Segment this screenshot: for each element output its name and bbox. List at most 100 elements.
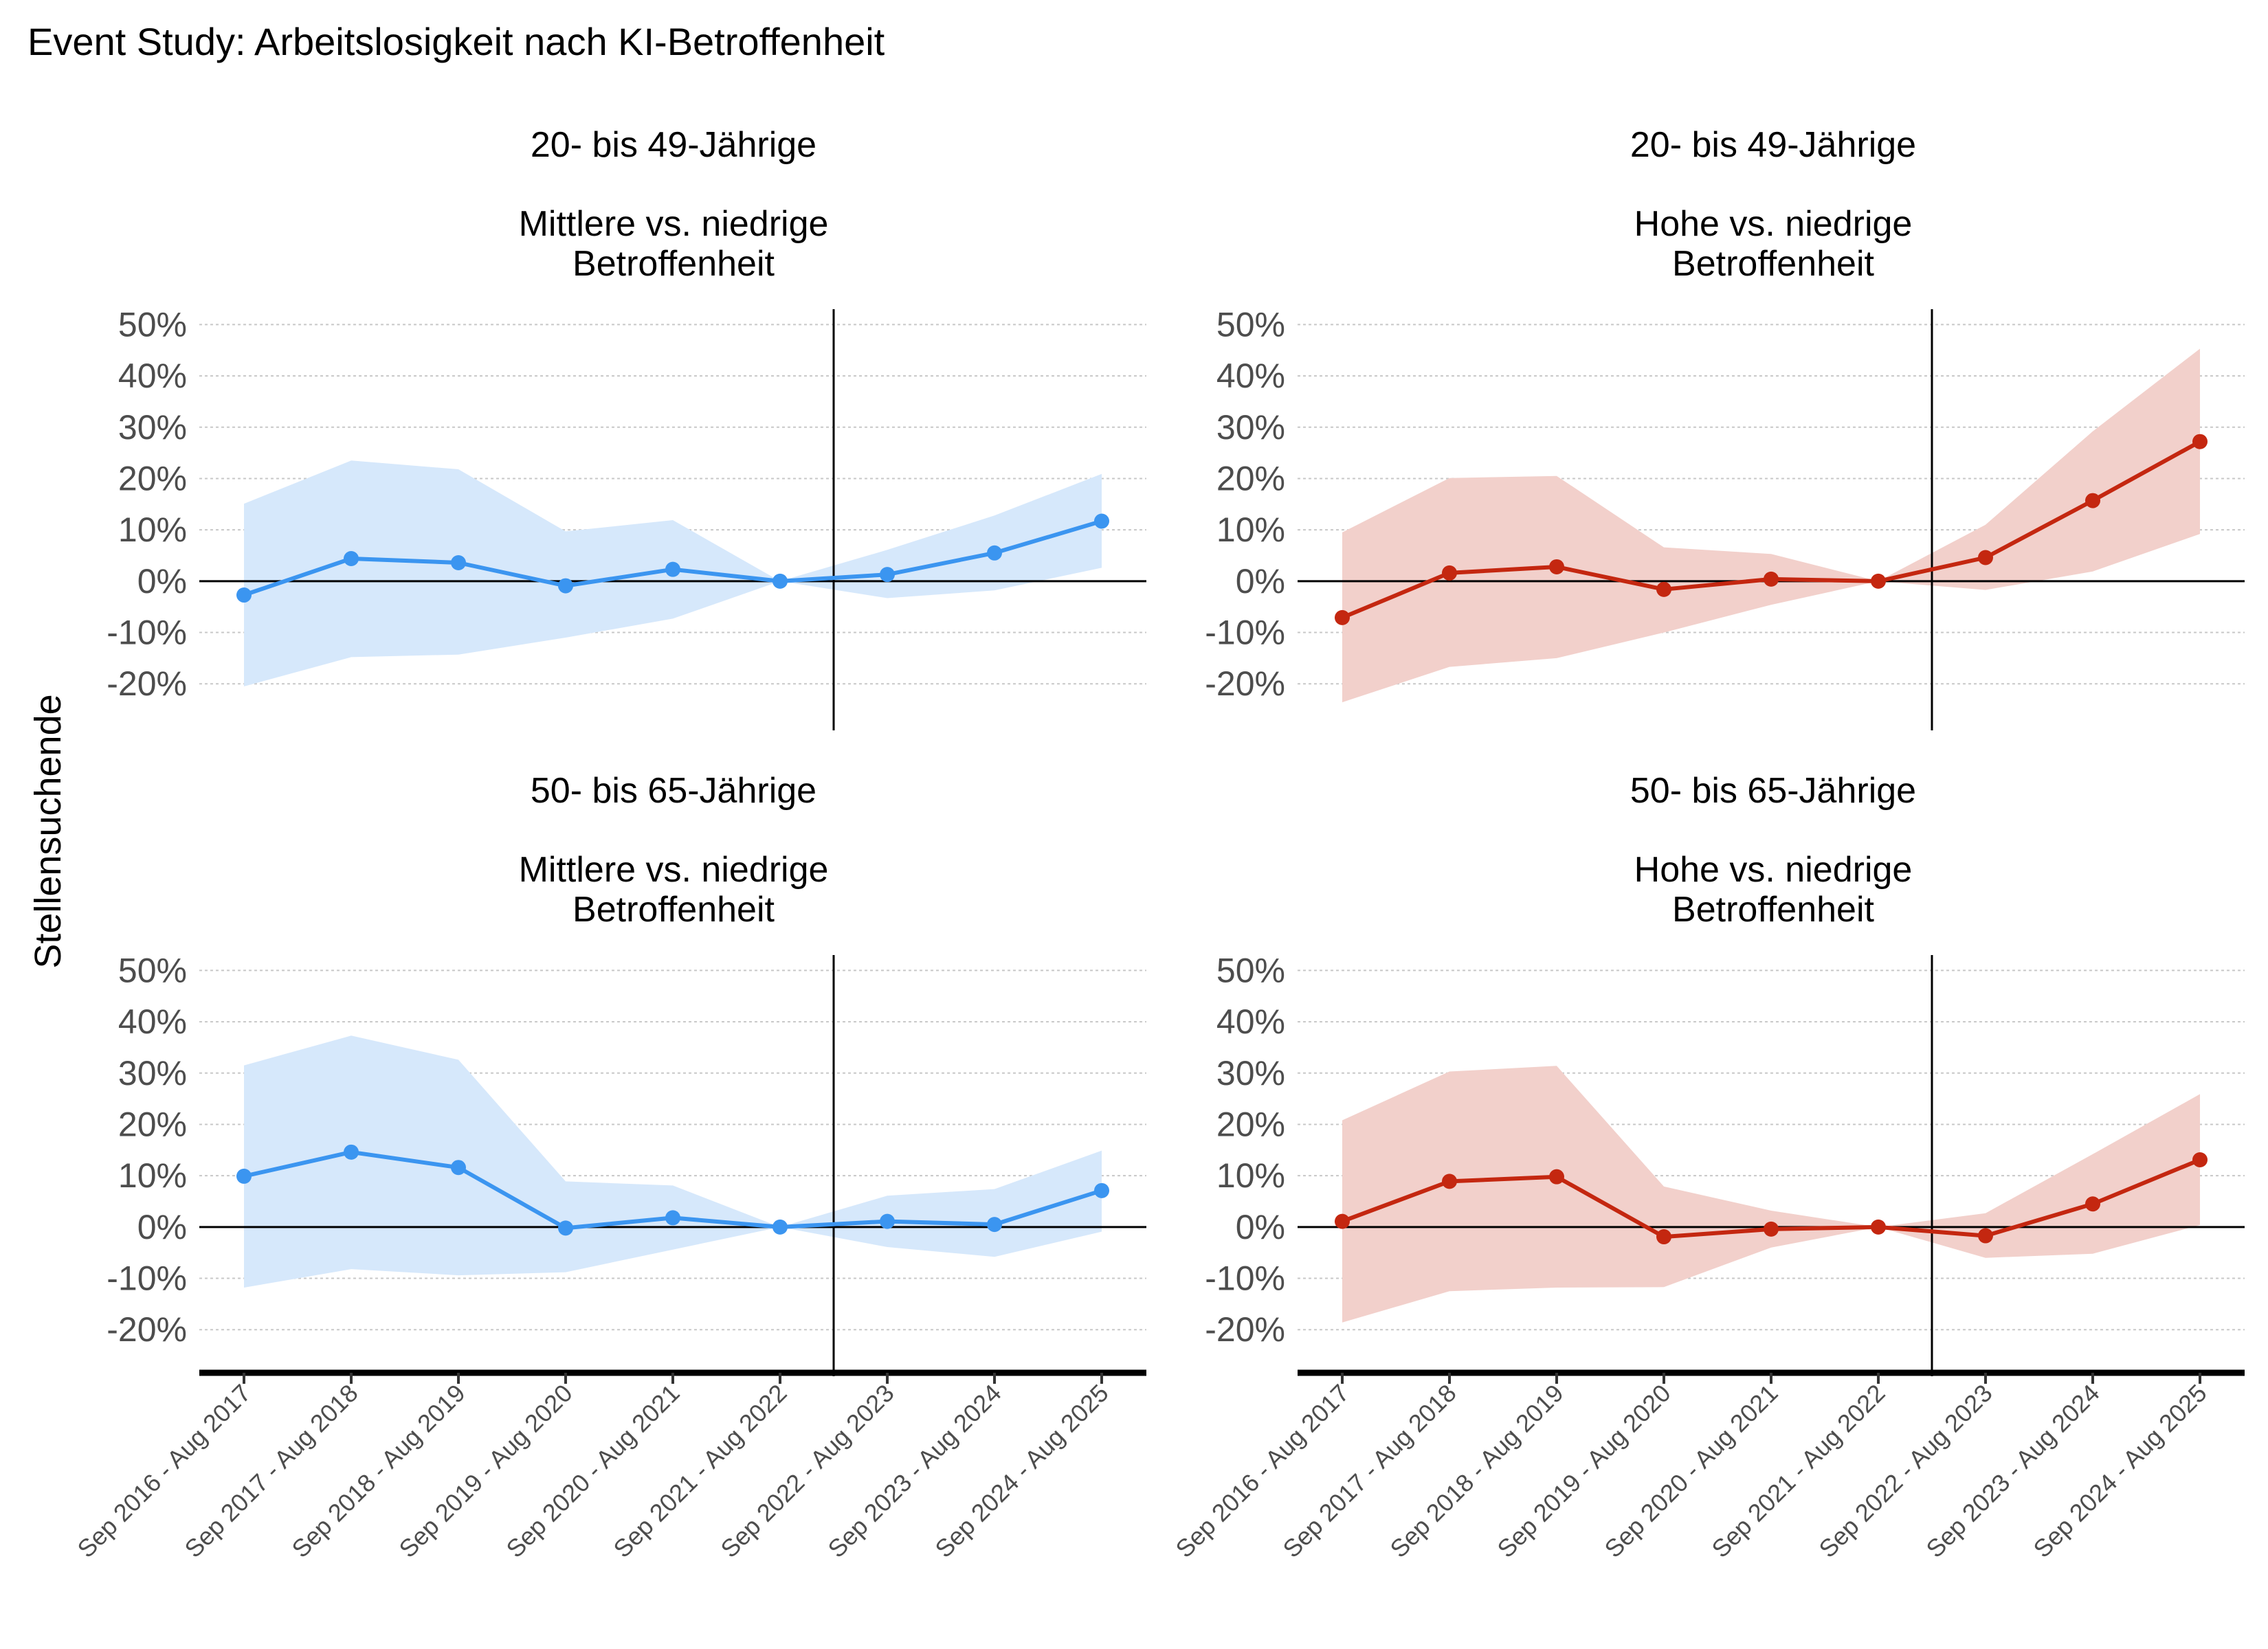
x-tick-label: Sep 2023 - Aug 2024 [1920,1379,2104,1563]
y-tick-label: 10% [1216,1156,1285,1195]
data-point [987,545,1002,561]
data-point [236,1168,252,1184]
y-axis-label: Stellensuchende [27,694,69,968]
data-point [1549,559,1564,574]
strip-bottom-line: Hohe vs. niedrige [1634,204,1913,244]
y-tick-label: 50% [1216,305,1285,344]
data-point [1335,1213,1350,1229]
data-point [2192,1152,2208,1168]
data-point [2192,434,2208,449]
y-tick-label: -10% [1205,614,1285,652]
y-tick-label: 20% [1216,459,1285,497]
confidence-band [1342,1066,2200,1323]
x-tick-label: Sep 2018 - Aug 2019 [1384,1379,1568,1563]
x-tick-label: Sep 2022 - Aug 2023 [1813,1379,1997,1563]
data-point [1335,609,1350,625]
x-tick-label: Sep 2016 - Aug 2017 [1170,1379,1354,1563]
y-tick-label: -20% [1205,1310,1285,1349]
y-tick-label: 30% [118,408,187,447]
x-tick-label: Sep 2017 - Aug 2018 [1277,1379,1461,1563]
data-point [1978,550,1993,565]
y-tick-label: 30% [118,1054,187,1092]
y-tick-label: 30% [1216,1054,1285,1092]
data-point [987,1217,1002,1233]
data-point [772,573,788,589]
data-point [665,1210,680,1226]
x-tick-label: Sep 2018 - Aug 2019 [286,1379,470,1563]
y-tick-label: 10% [118,511,187,549]
y-tick-label: 10% [1216,511,1285,549]
data-point [2085,1196,2100,1212]
data-point [1871,1219,1886,1235]
x-tick-label: Sep 2017 - Aug 2018 [179,1379,363,1563]
data-point [772,1219,788,1235]
data-point [1094,513,1109,529]
data-point [451,554,466,570]
data-point [665,561,680,577]
y-tick-label: 0% [137,1208,187,1246]
y-tick-label: -10% [107,614,187,652]
x-tick-label: Sep 2019 - Aug 2020 [1491,1379,1676,1563]
x-tick-label: Sep 2024 - Aug 2025 [2027,1379,2212,1563]
data-point [1764,571,1779,587]
y-tick-label: -20% [107,664,187,703]
y-tick-label: -10% [107,1259,187,1298]
x-tick-label: Sep 2016 - Aug 2017 [71,1379,256,1563]
strip-bottom-line: Betroffenheit [572,890,775,930]
y-tick-label: 50% [1216,951,1285,989]
data-point [1442,565,1457,581]
y-tick-label: -10% [1205,1259,1285,1298]
strip-top: 50- bis 65-Jährige [1630,771,1916,811]
strip-bottom-line: Betroffenheit [1672,890,1874,930]
x-tick-label: Sep 2024 - Aug 2025 [929,1379,1113,1563]
data-point [451,1160,466,1176]
y-tick-label: 0% [137,562,187,601]
data-point [1442,1174,1457,1189]
data-point [1656,1229,1671,1245]
data-point [880,567,895,583]
strip-bottom-line: Betroffenheit [572,244,775,284]
panel-3: 50- bis 65-Jährige Mittlere vs. niedrigeB… [71,771,1146,1563]
x-tick-label: Sep 2023 - Aug 2024 [822,1379,1006,1563]
panel-4: 50- bis 65-Jährige Hohe vs. niedrigeBetro… [1170,771,2245,1563]
y-tick-label: -20% [107,1310,187,1349]
y-tick-label: 30% [1216,408,1285,447]
y-tick-label: 20% [1216,1105,1285,1143]
strip-bottom-line: Betroffenheit [1672,244,1874,284]
data-point [344,551,359,566]
y-tick-label: 40% [118,357,187,395]
y-tick-label: 20% [118,1105,187,1143]
strip-top: 20- bis 49-Jährige [1630,125,1916,165]
y-tick-label: 50% [118,951,187,989]
y-tick-label: 50% [118,305,187,344]
y-tick-label: -20% [1205,664,1285,703]
data-point [558,1220,573,1236]
strip-top: 20- bis 49-Jährige [531,125,816,165]
data-point [1549,1169,1564,1185]
data-point [558,578,573,594]
y-tick-label: 40% [118,1002,187,1041]
x-tick-label: Sep 2020 - Aug 2021 [1599,1379,1783,1563]
y-tick-label: 40% [1216,357,1285,395]
data-point [2085,493,2100,508]
confidence-band [1342,348,2200,703]
y-tick-label: 0% [1236,562,1285,601]
chart-title: Event Study: Arbeitslosigkeit nach KI-Be… [27,20,885,63]
x-tick-label: Sep 2021 - Aug 2022 [1706,1379,1890,1563]
x-tick-label: Sep 2021 - Aug 2022 [608,1379,792,1563]
strip-bottom-line: Mittlere vs. niedrige [519,204,829,244]
data-point [1871,573,1886,589]
data-point [344,1144,359,1160]
x-tick-label: Sep 2019 - Aug 2020 [393,1379,577,1563]
data-point [236,587,252,603]
data-point [1764,1221,1779,1237]
data-point [880,1213,895,1229]
strip-top: 50- bis 65-Jährige [531,771,816,811]
panel-1: 20- bis 49-Jährige Mittlere vs. niedrigeB… [107,125,1146,730]
data-point [1094,1182,1109,1198]
y-tick-label: 40% [1216,1002,1285,1041]
x-tick-label: Sep 2022 - Aug 2023 [715,1379,899,1563]
data-point [1656,581,1671,597]
strip-bottom-line: Hohe vs. niedrige [1634,850,1913,890]
